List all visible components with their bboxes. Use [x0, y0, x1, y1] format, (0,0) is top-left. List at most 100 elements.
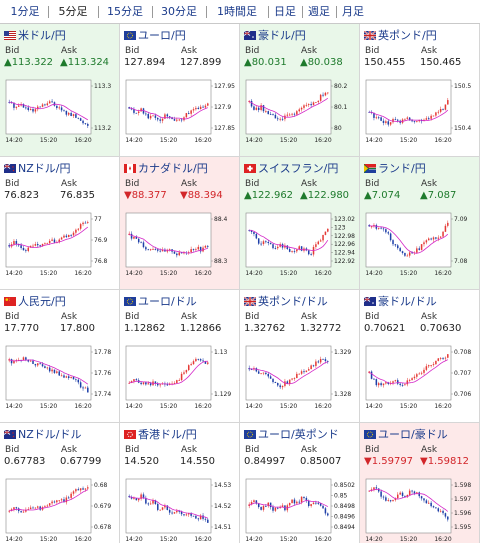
pair-name[interactable]: NZドル/円 — [18, 162, 71, 175]
mini-chart[interactable]: 0.708 0.707 0.706 14:20 15:20 16:20 — [363, 342, 477, 412]
currency-card[interactable]: 英ポンド/ドル Bid Ask 1.32762 1.32772 1.329 1.328 14:… — [240, 290, 360, 423]
candle-body — [72, 376, 75, 380]
pair-title[interactable]: ユーロ/英ポンド — [244, 427, 358, 441]
candle-body — [305, 370, 308, 373]
currency-card[interactable]: 人民元/円 Bid Ask 17.770 17.800 17.78 17.76 17.74 14… — [0, 290, 120, 423]
pair-name[interactable]: ランド/円 — [378, 162, 426, 175]
candle-body — [25, 509, 27, 512]
currency-card[interactable]: ユーロ/英ポンド Bid Ask 0.84997 0.85007 0.8502 0.85 0.… — [240, 423, 360, 543]
candle-body — [79, 224, 82, 229]
mini-chart[interactable]: 127.95 127.9 127.85 14:20 15:20 16:20 — [123, 76, 237, 146]
candle-body — [27, 359, 30, 362]
pair-name[interactable]: 英ポンド/円 — [378, 29, 437, 42]
tab-30min[interactable]: 30分足 — [161, 5, 197, 18]
pair-title[interactable]: 米ドル/円 — [4, 28, 118, 42]
candle-body — [267, 373, 270, 377]
tab-5min[interactable]: 5分足 — [58, 5, 88, 18]
candle-body — [370, 371, 373, 379]
tab-15min[interactable]: 15分足 — [107, 5, 143, 18]
pair-name[interactable]: カナダドル/円 — [138, 162, 208, 175]
tab-monthly[interactable]: 月足 — [342, 5, 364, 18]
pair-title[interactable]: ユーロ/豪ドル — [364, 427, 478, 441]
mini-chart[interactable]: 1.13 1.129 14:20 15:20 16:20 — [123, 342, 237, 412]
pair-name[interactable]: 豪ドル/円 — [258, 29, 306, 42]
mini-chart[interactable]: 0.68 0.679 0.678 14:20 15:20 16:20 — [3, 475, 117, 543]
mini-chart[interactable]: 1.598 1.597 1.596 1.595 14:20 15:20 16:20 — [363, 475, 477, 543]
gb-flag-icon — [244, 296, 256, 306]
ask-label: Ask — [61, 445, 78, 455]
candle-body — [277, 507, 279, 509]
ask-label: Ask — [61, 179, 78, 189]
currency-card[interactable]: ユーロ/豪ドル Bid Ask ▼1.59797 ▼1.59812 1.598 1.597 1… — [360, 423, 480, 543]
currency-card[interactable]: スイスフラン/円 Bid Ask ▲122.962 ▲122.980 123.02 123 1… — [240, 157, 360, 290]
tab-1min[interactable]: 1分足 — [10, 5, 40, 18]
tab-daily[interactable]: 日足 — [274, 5, 296, 18]
mini-chart[interactable]: 0.8502 0.85 0.8498 0.8496 0.8494 14:20 15:20 16… — [243, 475, 357, 543]
pair-name[interactable]: 豪ドル/ドル — [378, 295, 437, 308]
pair-name[interactable]: 香港ドル/円 — [138, 428, 197, 441]
tab-weekly[interactable]: 週足 — [308, 5, 330, 18]
currency-card[interactable]: 豪ドル/円 Bid Ask ▲80.031 ▲80.038 80.2 80.1 80 14:20… — [240, 24, 360, 157]
pair-name[interactable]: ユーロ/円 — [138, 29, 186, 42]
currency-card[interactable]: 香港ドル/円 Bid Ask 14.520 14.550 14.53 14.52 14.51 1… — [120, 423, 240, 543]
pair-name[interactable]: スイスフラン/円 — [258, 162, 339, 175]
pair-title[interactable]: カナダドル/円 — [124, 161, 238, 175]
pair-title[interactable]: ランド/円 — [364, 161, 478, 175]
currency-card[interactable]: ユーロ/円 Bid Ask 127.894 127.899 127.95 127.9 127.… — [120, 24, 240, 157]
tab-1hour[interactable]: 1時間足 — [217, 5, 257, 18]
y-tick-label: 80.1 — [334, 104, 348, 111]
mini-chart[interactable]: 80.2 80.1 80 14:20 15:20 16:20 — [243, 76, 357, 146]
candle-body — [161, 249, 164, 252]
candle-body — [397, 380, 399, 384]
currency-card[interactable]: ランド/円 Bid Ask ▲7.074 ▲7.087 7.09 7.08 14:20 15:2… — [360, 157, 480, 290]
currency-card[interactable]: 英ポンド/円 Bid Ask 150.455 150.465 150.5 150.4 14:2… — [360, 24, 480, 157]
ask-value: 0.70630 — [420, 323, 462, 334]
mini-chart[interactable]: 150.5 150.4 14:20 15:20 16:20 — [363, 76, 477, 146]
pair-name[interactable]: 米ドル/円 — [18, 29, 66, 42]
pair-name[interactable]: ユーロ/豪ドル — [378, 428, 448, 441]
candle-body — [185, 514, 188, 516]
candle-body — [250, 230, 253, 232]
pair-title[interactable]: ユーロ/円 — [124, 28, 238, 42]
currency-card[interactable]: ユーロ/ドル Bid Ask 1.12862 1.12866 1.13 1.129 14:20… — [120, 290, 240, 423]
currency-card[interactable]: 米ドル/円 Bid Ask ▲113.322 ▲113.324 113.3 113.2 14:… — [0, 24, 120, 157]
mini-chart[interactable]: 17.78 17.76 17.74 14:20 15:20 16:20 — [3, 342, 117, 412]
mini-chart[interactable]: 77 76.9 76.8 14:20 15:20 16:20 — [3, 209, 117, 279]
mini-chart[interactable]: 1.329 1.328 14:20 15:20 16:20 — [243, 342, 357, 412]
candle-body — [72, 491, 75, 494]
mini-chart[interactable]: 14.53 14.52 14.51 14:20 15:20 16:20 — [123, 475, 237, 543]
candle-body — [39, 363, 41, 365]
pair-name[interactable]: 英ポンド/ドル — [258, 295, 328, 308]
timeframe-tabs: 1分足 5分足 15分足 30分足 1時間足 日足 週足 月足 — [0, 0, 480, 24]
tabs-divider — [0, 23, 480, 24]
mini-chart[interactable]: 88.4 88.3 14:20 15:20 16:20 — [123, 209, 237, 279]
pair-title[interactable]: 人民元/円 — [4, 294, 118, 308]
currency-card[interactable]: 豪ドル/ドル Bid Ask 0.70621 0.70630 0.708 0.707 0.70… — [360, 290, 480, 423]
pair-name[interactable]: 人民元/円 — [18, 295, 66, 308]
candle-body — [195, 107, 197, 110]
mini-chart[interactable]: 123.02 123 122.98 122.96 122.94 122.92 14:20 15… — [243, 209, 357, 279]
pair-name[interactable]: NZドル/ドル — [18, 428, 82, 441]
mini-chart[interactable]: 113.3 113.2 14:20 15:20 16:20 — [3, 76, 117, 146]
pair-name[interactable]: ユーロ/英ポンド — [258, 428, 339, 441]
currency-card[interactable]: カナダドル/円 Bid Ask ▼88.377 ▼88.394 88.4 88.3 14:20… — [120, 157, 240, 290]
pair-title[interactable]: 豪ドル/ドル — [364, 294, 478, 308]
mini-chart[interactable]: 7.09 7.08 14:20 15:20 16:20 — [363, 209, 477, 279]
candle-body — [377, 383, 380, 386]
candle-body — [147, 383, 150, 385]
currency-card[interactable]: NZドル/ドル Bid Ask 0.67783 0.67799 0.68 0.679 0.67… — [0, 423, 120, 543]
currency-card[interactable]: NZドル/円 Bid Ask 76.823 76.835 77 76.9 76.8 14:20 1… — [0, 157, 120, 290]
pair-title[interactable]: ユーロ/ドル — [124, 294, 238, 308]
pair-title[interactable]: 豪ドル/円 — [244, 28, 358, 42]
y-tick-label: 122.92 — [334, 258, 355, 265]
pair-title[interactable]: 香港ドル/円 — [124, 427, 238, 441]
pair-title[interactable]: 英ポンド/円 — [364, 28, 478, 42]
candlestick-chart: 77 76.9 76.8 14:20 15:20 16:20 — [5, 212, 108, 277]
pair-title[interactable]: 英ポンド/ドル — [244, 294, 358, 308]
pair-title[interactable]: NZドル/円 — [4, 161, 118, 175]
x-tick-label: 15:20 — [280, 536, 297, 543]
pair-title[interactable]: NZドル/ドル — [4, 427, 118, 441]
pair-name[interactable]: ユーロ/ドル — [138, 295, 197, 308]
candle-body — [154, 500, 157, 505]
pair-title[interactable]: スイスフラン/円 — [244, 161, 358, 175]
